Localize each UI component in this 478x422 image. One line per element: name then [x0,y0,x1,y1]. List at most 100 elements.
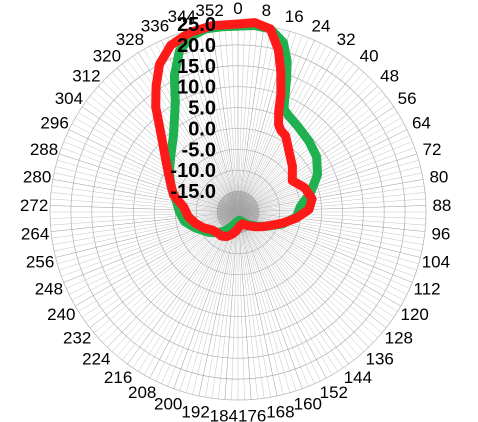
grid-spoke [50,205,239,213]
angle-tick-label: 176 [238,407,266,422]
grid-spoke [237,147,415,213]
grid-spoke [71,123,239,213]
grid-spoke [237,211,422,252]
angle-tick-label: 96 [431,224,450,243]
grid-spoke [173,211,239,389]
grid-spoke [237,81,374,213]
angle-tick-label: 72 [423,140,442,159]
angle-tick-label: 8 [262,1,271,20]
grid-spoke [237,211,369,348]
grid-spoke [51,192,239,213]
grid-spoke [237,211,374,343]
grid-spoke [51,211,239,232]
angle-tick-label: 184 [210,407,238,422]
grid-spoke [224,24,239,213]
grid-spoke [179,33,239,213]
grid-spoke [57,159,239,213]
radial-tick-label: -5.0 [182,139,216,161]
radial-tick-labels: -15.0-10.0-5.00.05.010.015.020.025.0 [170,14,216,203]
grid-spoke [237,211,315,384]
grid-spoke [52,211,239,245]
grid-spoke [237,56,344,213]
radial-tick-label: 25.0 [177,14,216,36]
grid-spoke [179,211,239,391]
grid-spoke [63,141,239,213]
grid-spoke [237,166,421,213]
angle-tick-label: 160 [294,395,322,414]
grid-spoke [237,211,426,219]
grid-spoke [237,211,417,271]
grid-spoke [61,147,239,213]
grid-spoke [127,59,239,213]
angle-tick-label: 256 [26,252,54,271]
grid-spoke [237,141,413,213]
grid-spoke [237,211,309,387]
grid-spoke [237,211,424,245]
grid-spoke [82,106,239,213]
grid-spoke [237,211,271,398]
angle-tick-label: 120 [401,305,429,324]
grid-spoke [237,211,291,393]
radial-tick-label: 5.0 [188,98,216,120]
grid-spoke [237,59,349,213]
grid-spoke [237,211,383,334]
grid-spoke [57,211,239,265]
angle-tick-label: 88 [432,196,451,215]
angle-tick-label: 16 [285,7,304,26]
grid-spoke [237,153,417,213]
grid-spoke [237,172,422,213]
angle-tick-label: 248 [35,279,63,298]
angle-tick-label: 296 [40,114,68,133]
grid-spoke [78,112,239,213]
grid-spoke [224,211,239,400]
grid-spoke [237,24,245,213]
angle-tick-label: 64 [412,114,431,133]
grid-spoke [211,211,239,399]
angle-tick-label: 40 [360,47,379,66]
angle-tick-label: 272 [20,196,48,215]
grid-spoke [59,153,239,213]
grid-spoke [192,29,239,213]
grid-spoke [237,26,271,213]
grid-spoke [231,24,239,213]
angle-tick-label: 336 [141,17,169,36]
angle-tick-label: 192 [181,403,209,422]
grid-spoke [218,25,239,213]
grid-spoke [116,67,239,213]
grid-spoke [54,172,239,213]
grid-spoke [149,45,239,213]
angle-tick-label: 128 [385,329,413,348]
grid-spoke [155,42,239,213]
angle-tick-label: 232 [63,329,91,348]
grid-spoke [237,135,410,213]
grid-spoke [237,211,265,399]
angle-tick-label: 168 [266,403,294,422]
angle-tick-label: 216 [104,368,132,387]
grid-spoke [61,211,239,277]
angle-tick-label: 240 [47,305,75,324]
grid-spoke [55,166,239,213]
grid-spoke [205,26,239,213]
angle-tick-label: 288 [30,140,58,159]
grid-spoke [237,211,321,382]
angle-tick-label: 264 [21,224,49,243]
grid-spoke [66,135,239,213]
grid-spoke [198,211,239,396]
angle-tick-label: 112 [414,279,441,298]
radial-tick-label: 0.0 [188,118,216,140]
angle-tick-label: 208 [128,383,156,402]
grid-spoke [237,211,303,389]
angle-tick-label: 48 [380,67,399,86]
grid-spoke [211,25,239,213]
angle-tick-label: 80 [429,168,448,187]
grid-spoke [237,211,387,328]
grid-spoke [237,211,258,399]
grid-spoke [237,211,354,361]
angle-tick-label: 104 [422,252,450,271]
radial-tick-label: -10.0 [170,160,216,182]
grid-spoke [205,211,239,398]
grid-spoke [192,211,239,395]
radial-tick-label: 20.0 [177,35,216,57]
grid-spoke [51,185,239,213]
grid-spoke [237,211,297,391]
